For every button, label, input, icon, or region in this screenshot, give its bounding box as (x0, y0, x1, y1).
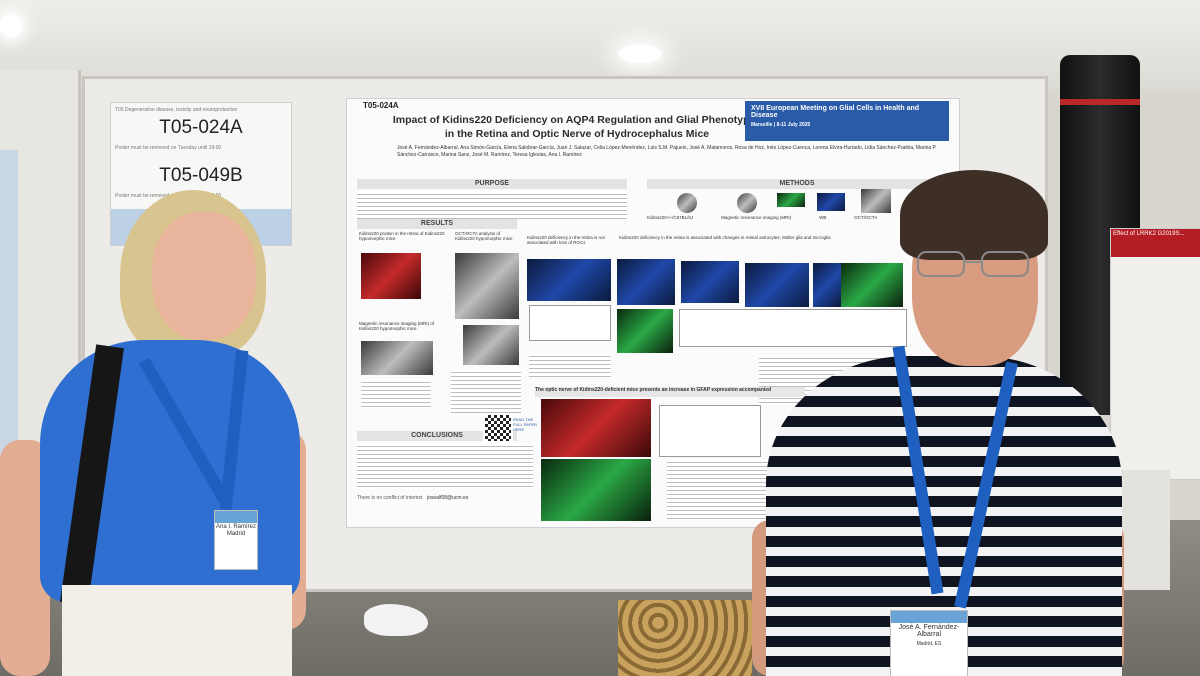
panel-title: OCT/OCTA analysis of Kidins220 hypomorph… (455, 231, 513, 241)
method-label: WB (819, 215, 827, 220)
poster-code: T05-024A (363, 101, 399, 110)
method-label: Kidins220+/-/C57BL/6J (647, 215, 694, 220)
right-poster: Effect of LRRK2 G2019S... (1110, 228, 1200, 480)
poster-authors: José A. Fernández-Albarral, Ana Simón-Ga… (397, 145, 937, 158)
panel-title: Magnetic resonance imaging (MRI) of Kidi… (359, 321, 435, 331)
glia-figure (813, 263, 841, 307)
oct-figure (463, 325, 519, 365)
optic-nerve-figure (541, 459, 651, 521)
poster-number: T05-049B (159, 165, 243, 186)
panel-title: Kidins220 deficiency in the retina is no… (527, 235, 605, 245)
section-purpose: PURPOSE (357, 179, 627, 189)
panel-title: Kidins220 protein in the retina of Kidin… (359, 231, 445, 241)
glia-figure (841, 263, 903, 307)
conclusions-text (357, 443, 533, 489)
conflict-note: There is no conflict of interest (357, 495, 423, 501)
badge-header (891, 611, 967, 623)
results-text (451, 369, 521, 413)
results-text (529, 353, 611, 377)
woman-white-skirt (62, 585, 292, 676)
woman-face (152, 212, 256, 340)
ceiling (0, 0, 1200, 90)
mri-figure (361, 341, 433, 375)
section-methods: METHODS (647, 179, 947, 189)
oct-icon (817, 193, 845, 211)
man-hair (900, 170, 1048, 260)
rgc-figure (527, 259, 611, 301)
panel-title: The optic nerve of Kidins220-deficient m… (535, 387, 805, 397)
man-badge-city: Madrid, ES (916, 641, 942, 647)
qr-label: READ THE FULL PAPER HERE (513, 417, 538, 432)
glia-plots (679, 309, 907, 347)
woman-badge-name: Ana I. Ramírez Madrid (215, 524, 256, 537)
meeting-banner: XVII European Meeting on Glial Cells in … (745, 101, 949, 141)
poster-number: T05-024A (159, 117, 243, 138)
glia-figure (617, 309, 673, 353)
section-conclusions: CONCLUSIONS (357, 431, 517, 441)
oct-figure (455, 253, 519, 319)
retina-figure (361, 253, 421, 299)
woman-badge: Ana I. Ramírez Madrid (214, 510, 258, 570)
poster-title: Impact of Kidins220 Deficiency on AQP4 R… (392, 114, 762, 140)
optic-nerve-figure (541, 399, 651, 457)
method-label: OCT/OCTA (854, 215, 878, 220)
method-label: Magnetic resonance imaging (MRI) (721, 215, 792, 220)
panel-title: Kidins220 deficiency in the retina is as… (619, 235, 831, 240)
glia-figure (681, 261, 739, 303)
rgc-plot (529, 305, 611, 341)
mri-icon (737, 193, 757, 213)
glia-figure (617, 259, 675, 305)
man-badge: José A. Fernández-Albarral Madrid, ES (890, 610, 968, 676)
session-label: T05 Degenerative disease, toxicity and n… (115, 107, 238, 113)
ceiling-light (0, 15, 22, 37)
meeting-title: XVII European Meeting on Glial Cells in … (751, 105, 920, 119)
section-results: RESULTS (357, 219, 517, 229)
microscope-icon (861, 189, 891, 213)
purpose-text (357, 191, 627, 219)
contact-email: josealf08@ucm.es (427, 495, 469, 501)
results-text (361, 379, 431, 409)
right-poster-title: Effect of LRRK2 G2019S... (1111, 229, 1200, 257)
meeting-place: Marseille | 8-11 July 2025 (751, 122, 811, 128)
mouse-icon (677, 193, 697, 213)
scientific-poster: T05-024A Impact of Kidins220 Deficiency … (346, 98, 960, 528)
poster-note: Poster must be removed on Tuesday until … (115, 145, 222, 151)
glia-figure (745, 263, 809, 307)
wb-icon (777, 193, 805, 207)
ceiling-light (618, 45, 662, 63)
qr-code-icon (483, 413, 513, 443)
tube-band (1060, 99, 1140, 105)
optic-nerve-plot (659, 405, 761, 457)
results-text (667, 459, 777, 519)
man-badge-name: José A. Fernández-Albarral (898, 624, 960, 638)
background-shoe (364, 604, 428, 636)
background-dress (618, 600, 752, 676)
glasses-icon (917, 251, 1029, 277)
badge-header (215, 511, 257, 523)
